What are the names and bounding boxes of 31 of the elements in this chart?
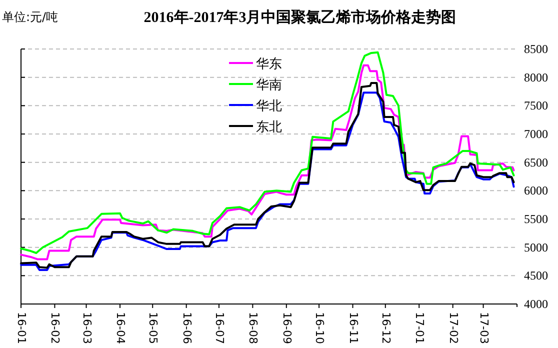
xtick: 17-03 [477, 312, 490, 344]
xtick: 16-08 [246, 312, 260, 344]
xtick: 16-04 [114, 312, 127, 344]
legend: 东北 [256, 120, 282, 135]
ytick: 8000 [524, 70, 548, 84]
xtick: 17-01 [413, 312, 426, 344]
xtick: 16-11 [346, 312, 360, 344]
ytick: 6000 [524, 184, 548, 198]
ytick: 8500 [524, 42, 548, 56]
xtick: 16-01 [14, 312, 28, 344]
title: 2016年-2017年3月中国聚氯乙烯市场价格走势图 [144, 10, 456, 26]
ytick: 4000 [524, 297, 548, 311]
ytick: 5500 [524, 212, 548, 226]
xtick: 16-12 [379, 312, 392, 344]
ylabel: 单位:元/吨 [2, 10, 58, 24]
ytick: 7500 [524, 98, 548, 113]
xtick: 16-09 [280, 312, 294, 344]
ytick: 7000 [524, 127, 548, 141]
xtick: 16-07 [212, 312, 226, 344]
legend: 华北 [256, 99, 282, 114]
xtick: 16-05 [146, 312, 160, 344]
xtick: 16-10 [313, 312, 326, 344]
xtick: 16-03 [80, 312, 94, 344]
ytick: 5000 [524, 240, 548, 254]
legend: 华南 [256, 78, 282, 93]
ytick: 6500 [524, 155, 548, 170]
xtick: 16-02 [48, 312, 62, 344]
ytick: 4500 [524, 268, 548, 283]
xtick: 17-02 [446, 312, 460, 344]
legend: 华东 [256, 57, 282, 72]
xtick: 16-06 [180, 312, 194, 344]
